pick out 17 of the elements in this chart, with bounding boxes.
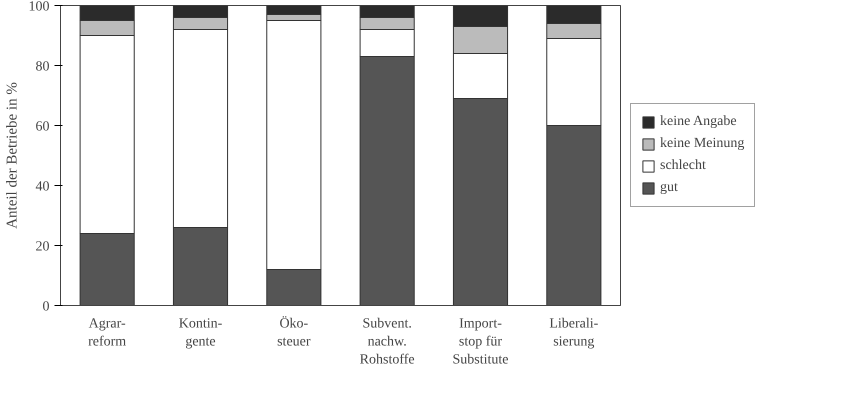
- x-tick-label: Öko- steuer: [277, 316, 311, 350]
- x-tick-label: Subvent. nachw. Rohstoffe: [360, 316, 415, 368]
- y-tick-label: 100: [28, 0, 50, 14]
- legend-label: keine Angabe: [660, 114, 737, 130]
- x-tick-label: Agrar- reform: [88, 316, 126, 350]
- y-tick-label: 20: [36, 240, 50, 254]
- y-tick-label: 60: [36, 120, 50, 134]
- x-tick-label: Liberali- sierung: [549, 316, 599, 350]
- legend-label: keine Meinung: [660, 136, 744, 152]
- legend-label: gut: [660, 180, 679, 196]
- y-tick-label: 80: [36, 60, 50, 74]
- x-tick-label: Kontin- gente: [178, 316, 223, 350]
- x-tick-label: Import- stop für Substitute: [452, 316, 509, 368]
- y-tick-label: 0: [42, 300, 50, 314]
- y-axis-title: Anteil der Betriebe in %: [4, 82, 20, 229]
- y-tick-label: 40: [36, 180, 50, 194]
- legend-label: schlecht: [660, 158, 706, 174]
